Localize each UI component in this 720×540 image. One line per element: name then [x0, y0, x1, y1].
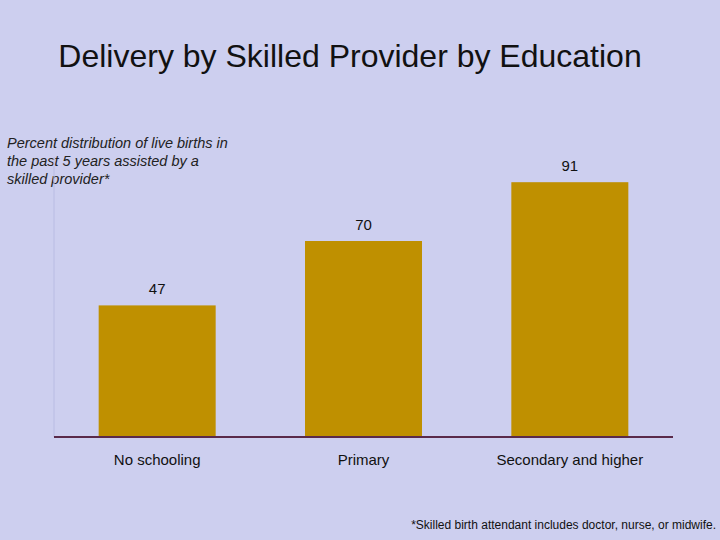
- data-label: 91: [561, 157, 578, 174]
- y-axis: [54, 157, 55, 437]
- x-axis: [54, 436, 673, 438]
- x-tick-label: Secondary and higher: [496, 451, 643, 468]
- title: Delivery by Skilled Provider by Educatio…: [0, 38, 700, 75]
- x-tick-label: No schooling: [114, 451, 201, 468]
- data-label: 70: [355, 216, 372, 233]
- bar: [99, 305, 216, 437]
- footnote: *Skilled birth attendant includes doctor…: [411, 518, 716, 532]
- data-label: 47: [149, 280, 166, 297]
- bars: [99, 182, 629, 437]
- bar: [511, 182, 628, 437]
- subtitle: Percent distribution of live births in t…: [7, 134, 229, 188]
- chart: 47 No schooling 70 Primary 91 Secondary and h…: [0, 0, 720, 540]
- x-tick-label: Primary: [338, 451, 390, 468]
- bar: [305, 241, 422, 437]
